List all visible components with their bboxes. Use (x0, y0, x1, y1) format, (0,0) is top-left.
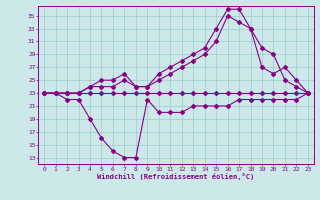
X-axis label: Windchill (Refroidissement éolien,°C): Windchill (Refroidissement éolien,°C) (97, 173, 255, 180)
